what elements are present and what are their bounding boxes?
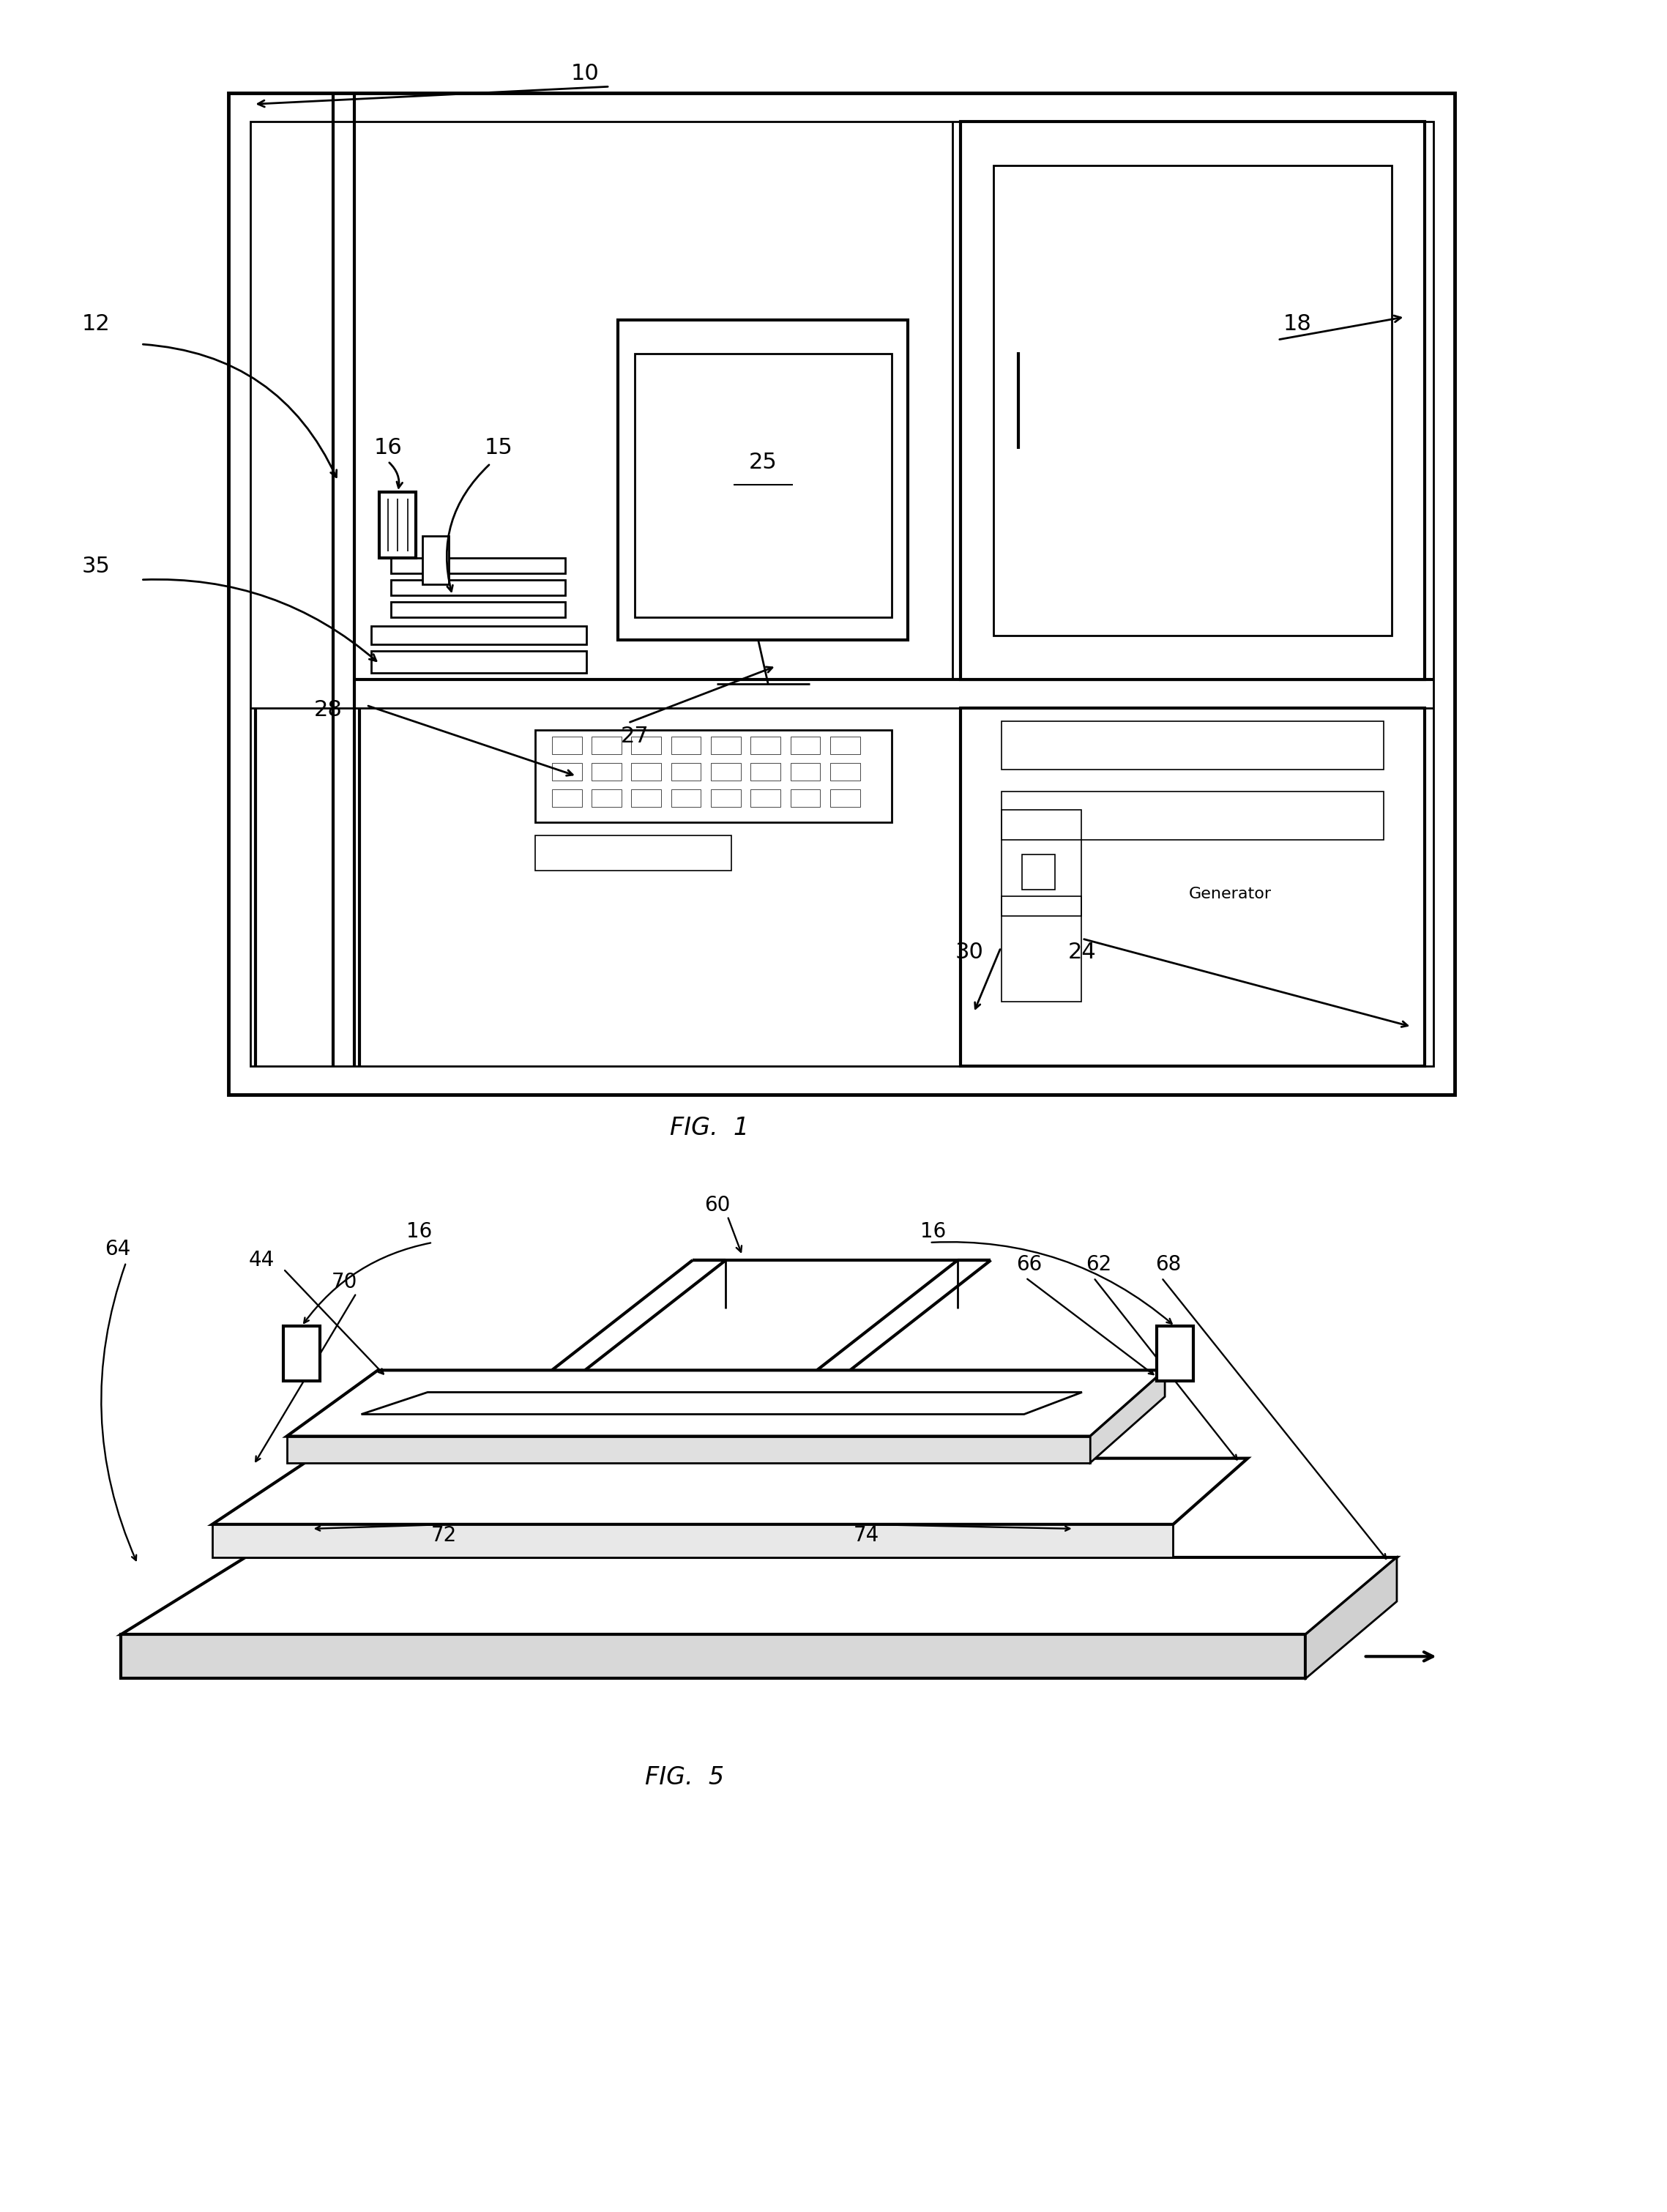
Bar — [960, 122, 1425, 679]
Text: 44: 44 — [248, 1250, 275, 1270]
Bar — [632, 763, 662, 781]
Bar — [672, 790, 700, 807]
Text: 72: 72 — [432, 1524, 457, 1546]
Bar — [592, 790, 622, 807]
Bar — [535, 836, 732, 872]
Polygon shape — [1305, 1557, 1397, 1679]
Bar — [790, 790, 820, 807]
Text: 12: 12 — [82, 314, 110, 334]
Text: FIG.  5: FIG. 5 — [645, 1765, 723, 1790]
Text: 10: 10 — [570, 62, 598, 84]
Bar — [535, 730, 892, 823]
Bar — [830, 737, 860, 754]
Text: 16: 16 — [373, 438, 402, 458]
Bar — [710, 763, 740, 781]
Polygon shape — [287, 1369, 1165, 1436]
Bar — [710, 737, 740, 754]
Text: 70: 70 — [332, 1272, 358, 1292]
Bar — [392, 602, 565, 617]
Bar — [1002, 896, 1082, 1002]
Bar — [632, 790, 662, 807]
Bar — [552, 763, 582, 781]
Bar — [672, 737, 700, 754]
Bar — [592, 737, 622, 754]
Text: 35: 35 — [82, 555, 110, 577]
Bar — [1002, 792, 1384, 841]
Bar — [250, 122, 1434, 1066]
Text: FIG.  1: FIG. 1 — [670, 1115, 748, 1139]
Bar — [672, 763, 700, 781]
Polygon shape — [1090, 1369, 1165, 1462]
Bar — [960, 708, 1425, 1066]
Text: 60: 60 — [705, 1194, 730, 1214]
Text: 16: 16 — [407, 1221, 432, 1241]
Text: 68: 68 — [1155, 1254, 1182, 1274]
Polygon shape — [122, 1635, 1305, 1679]
Bar — [830, 763, 860, 781]
Polygon shape — [212, 1458, 1247, 1524]
Text: 30: 30 — [955, 942, 984, 962]
Bar — [283, 1327, 320, 1380]
Text: 18: 18 — [1284, 314, 1312, 334]
Bar — [552, 790, 582, 807]
Bar — [552, 737, 582, 754]
Polygon shape — [362, 1391, 1082, 1413]
Bar — [632, 737, 662, 754]
Bar — [750, 790, 780, 807]
Bar — [372, 650, 587, 672]
Polygon shape — [287, 1436, 1090, 1462]
Text: 28: 28 — [313, 699, 342, 721]
Bar — [423, 535, 448, 584]
Polygon shape — [122, 1557, 1397, 1635]
Bar — [392, 557, 565, 573]
Bar — [750, 763, 780, 781]
Bar — [710, 790, 740, 807]
Polygon shape — [212, 1524, 1174, 1557]
Text: 62: 62 — [1085, 1254, 1112, 1274]
Text: 15: 15 — [485, 438, 513, 458]
Bar — [830, 790, 860, 807]
Bar — [750, 737, 780, 754]
Bar — [1002, 810, 1082, 916]
Bar — [790, 763, 820, 781]
Text: 66: 66 — [1017, 1254, 1042, 1274]
Bar — [635, 354, 892, 617]
Text: Generator: Generator — [1189, 887, 1272, 902]
Text: 24: 24 — [1069, 942, 1097, 962]
Bar — [618, 321, 909, 639]
Text: 25: 25 — [748, 451, 777, 473]
Text: 74: 74 — [854, 1524, 880, 1546]
Bar — [380, 491, 417, 557]
Bar — [790, 737, 820, 754]
Bar — [1022, 854, 1055, 889]
Text: 16: 16 — [920, 1221, 945, 1241]
Text: 27: 27 — [620, 726, 648, 748]
Bar — [372, 626, 587, 644]
Bar — [392, 580, 565, 595]
Bar — [592, 763, 622, 781]
Bar — [1002, 721, 1384, 770]
Text: 64: 64 — [105, 1239, 130, 1259]
Bar — [1157, 1327, 1194, 1380]
Bar — [228, 93, 1455, 1095]
Bar — [994, 166, 1392, 635]
